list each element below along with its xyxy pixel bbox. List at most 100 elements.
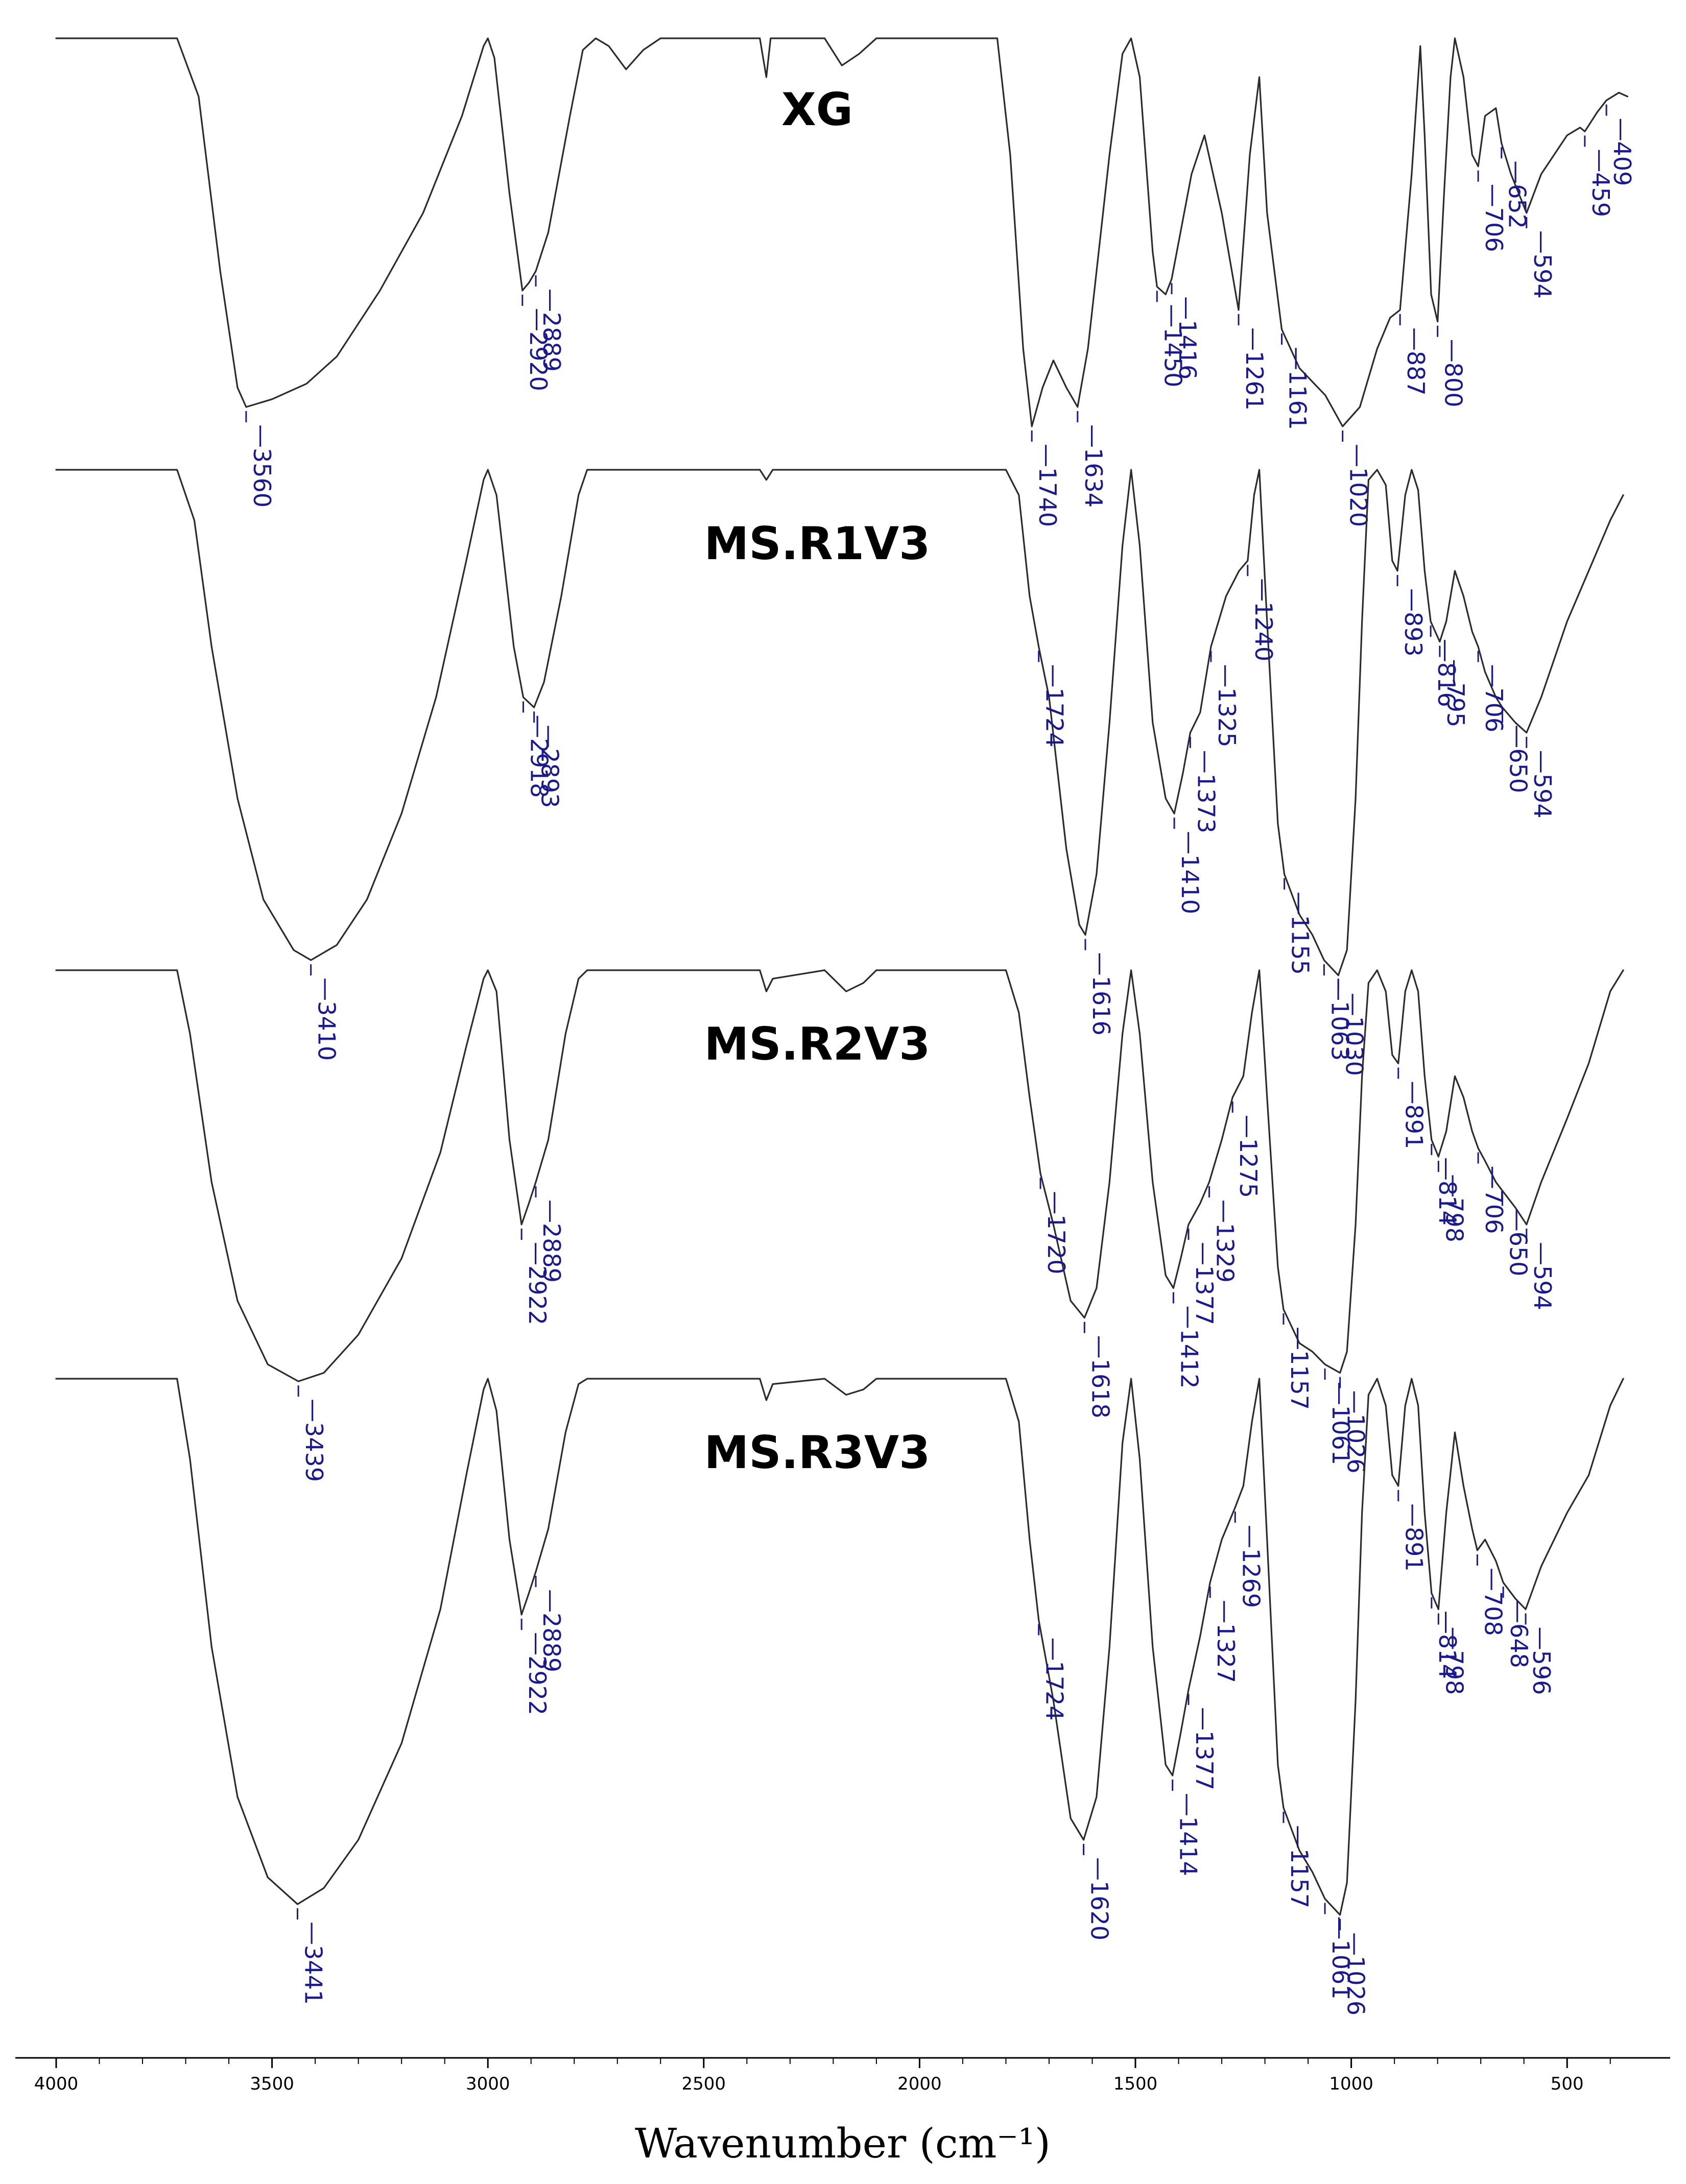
peak-marker: —1030 [1337, 979, 1368, 1076]
peak-label: —1061 [1327, 1382, 1355, 1465]
spectrum-line [55, 969, 1624, 1382]
x-tick-label: 4000 [34, 2074, 79, 2094]
peak-marker: —1275 [1231, 1101, 1262, 1198]
peak-label: —1157 [1286, 1327, 1313, 1410]
peak-marker: —795 [1439, 645, 1469, 727]
spectrum-line [55, 469, 1624, 976]
peak-label: —2893 [536, 725, 564, 808]
peak-label: —706 [1480, 1166, 1508, 1234]
peak-marker: —1616 [1084, 939, 1115, 1036]
peak-marker: —650 [1501, 1194, 1532, 1276]
peak-marker: —2922 [520, 1229, 551, 1325]
peak-label: —1740 [1034, 444, 1061, 527]
peak-marker: —2889 [535, 1186, 565, 1283]
peak-label: —1240 [1250, 578, 1277, 661]
spectrum-group: MS.R2V3—3439—2922—2889 —1720—1618 —1412—13… [55, 969, 1624, 1482]
peak-marker: —2893 [533, 711, 564, 808]
peak-marker: —1377 [1188, 1229, 1218, 1325]
peak-marker: —1373 [1189, 736, 1220, 833]
peak-marker: —650 [1501, 711, 1532, 793]
peak-marker: —596 [1525, 1613, 1555, 1695]
peak-marker: —1412 [1172, 1292, 1203, 1389]
x-tick-label: 3000 [466, 2074, 510, 2094]
peak-marker: —1618 [1083, 1322, 1114, 1419]
peak-label: —1026 [1342, 1932, 1370, 2015]
peak-marker: —1740 [1031, 430, 1061, 527]
peak-label: —1377 [1191, 1242, 1218, 1325]
peak-marker: —706 [1477, 170, 1508, 252]
spectra-layer: XG—3560—2920—2889—1740 —1634—1450—1416 —12… [55, 37, 1636, 2015]
peak-marker: —1724 [1038, 1624, 1068, 1721]
peak-marker: —1269 [1234, 1511, 1265, 1608]
peak-marker: —798 [1437, 1613, 1468, 1695]
peak-label: —1157 [1286, 1825, 1313, 1908]
spectrum-group: XG —3560 —2920—2889 —1740 —1634 —1450—1416 —12… [55, 37, 1636, 527]
peak-label: —816 [1433, 639, 1460, 707]
peak-marker: —2920 [521, 295, 552, 391]
peak-marker: —891 [1397, 1067, 1428, 1149]
peak-label: —1275 [1234, 1115, 1262, 1198]
peak-label: —2889 [538, 289, 565, 372]
peak-marker: —2889 [535, 1576, 565, 1672]
peak-label: —1030 [1340, 993, 1368, 1076]
peak-marker: —1329 [1208, 1186, 1239, 1283]
peak-marker: —1634 [1077, 411, 1107, 508]
peak-marker: —3560 [245, 411, 276, 508]
peak-label: —1724 [1041, 664, 1068, 748]
x-axis-label: Wavenumber (cm⁻¹) [635, 2120, 1051, 2167]
peak-marker: —409 [1605, 104, 1636, 186]
series-name-label: MS.R3V3 [704, 1426, 931, 1479]
peak-marker: —1724 [1038, 651, 1068, 748]
peak-label: —459 [1587, 149, 1614, 217]
spectrum-group: MS.R1V3—3410—2918—2893—1724—1616—1410—13… [55, 469, 1624, 1076]
peak-label: —1616 [1087, 952, 1115, 1036]
x-tick-label: 500 [1551, 2074, 1584, 2094]
peak-marker: —1410 [1173, 818, 1204, 914]
peak-label: —800 [1440, 339, 1467, 407]
peak-label: —887 [1402, 327, 1430, 396]
peak-label: —1329 [1212, 1199, 1239, 1283]
peak-marker: —1061 [1324, 1368, 1355, 1465]
peak-label: —706 [1480, 184, 1508, 252]
peak-label: —1720 [1042, 1191, 1070, 1274]
peak-label: —2889 [538, 1589, 565, 1672]
peak-marker: —1026 [1339, 1919, 1370, 2015]
spectrum-line [55, 1378, 1624, 1916]
series-name-label: MS.R2V3 [704, 1018, 931, 1070]
peak-label: —1618 [1086, 1335, 1114, 1419]
peak-label: —1269 [1237, 1525, 1265, 1608]
peak-marker: —1157 [1283, 1313, 1313, 1410]
peak-label: —891 [1400, 1081, 1428, 1149]
peak-marker: —1414 [1172, 1780, 1202, 1876]
x-tick-label: 1000 [1329, 2074, 1373, 2094]
x-tick-label: 1500 [1113, 2074, 1158, 2094]
peak-label: —1327 [1212, 1600, 1240, 1683]
peak-label: —1155 [1287, 892, 1314, 975]
peak-marker: —706 [1477, 1152, 1508, 1234]
peak-label: —1416 [1174, 296, 1201, 379]
peak-label: —648 [1505, 1600, 1533, 1668]
peak-label: —2922 [524, 1632, 551, 1715]
peak-marker: —887 [1399, 314, 1430, 396]
peak-marker: —1720 [1039, 1178, 1070, 1274]
peak-marker: —1325 [1210, 651, 1241, 748]
peak-label: —1063 [1326, 977, 1353, 1061]
spectrum-group: MS.R3V3 —3441 —2922—2889 —1724 —1620 —1414 —13… [55, 1378, 1624, 2015]
peak-marker: —459 [1584, 135, 1614, 217]
peak-marker: —1620 [1083, 1844, 1113, 1940]
peak-label: —594 [1529, 1242, 1556, 1310]
peak-marker: —2918 [523, 701, 553, 798]
peak-label: —1161 [1284, 347, 1312, 430]
series-name-label: XG [781, 83, 853, 136]
peak-label: —2922 [524, 1242, 551, 1325]
series-name-label: MS.R1V3 [704, 517, 931, 570]
peak-marker: —3439 [297, 1385, 328, 1482]
peak-label: —594 [1529, 230, 1556, 299]
peak-marker: —594 [1526, 217, 1556, 299]
peak-label: —3441 [300, 1922, 327, 2005]
peak-marker: —816 [1430, 626, 1460, 707]
peak-marker: —1261 [1238, 314, 1268, 411]
spectrum-line [55, 37, 1629, 427]
peak-label: —1620 [1086, 1857, 1113, 1940]
